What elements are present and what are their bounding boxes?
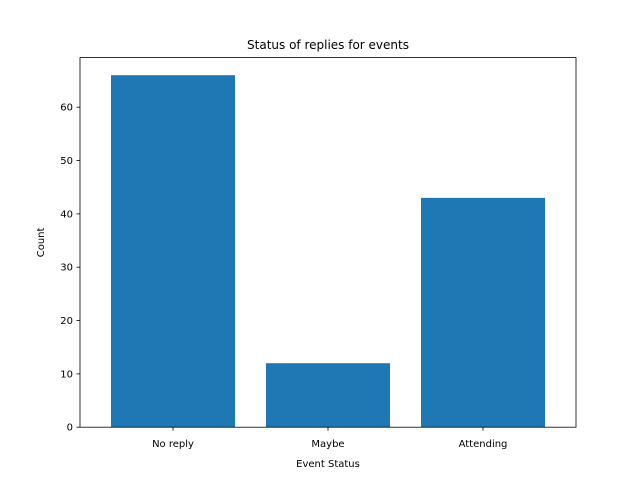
y-tick-label: 0 [67, 423, 73, 434]
y-axis-label: Count [36, 227, 47, 257]
bar-attending [421, 197, 545, 428]
x-tick-label: Attending [459, 439, 508, 450]
y-tick-label: 20 [60, 316, 73, 327]
y-tick-label: 60 [60, 103, 73, 114]
x-axis-label: Event Status [296, 459, 360, 470]
plot-frame [79, 57, 577, 428]
bar-maybe [266, 363, 390, 428]
y-tick-label: 50 [60, 156, 73, 167]
y-tick-label: 30 [60, 263, 73, 274]
y-tick-label: 40 [60, 209, 73, 220]
x-tick-label: No reply [152, 439, 194, 450]
y-tick-label: 10 [60, 369, 73, 380]
chart-title: Status of replies for events [247, 38, 409, 52]
bars-group [111, 75, 545, 428]
x-tick-label: Maybe [311, 439, 344, 450]
x-axis-ticks: No reply Maybe Attending [152, 427, 507, 450]
y-axis-ticks: 0 10 20 30 40 50 60 [60, 103, 80, 434]
bar-no-reply [111, 75, 235, 428]
